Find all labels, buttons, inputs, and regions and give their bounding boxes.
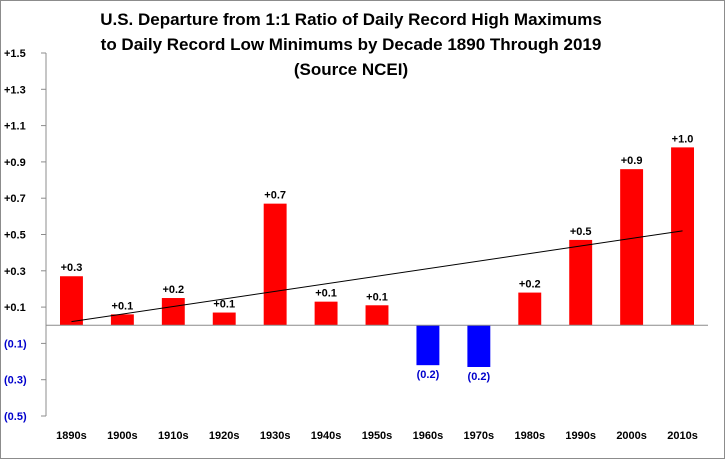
y-tick-label: (0.3)	[4, 375, 27, 387]
x-tick-label: 1990s	[565, 430, 596, 442]
bar	[60, 276, 83, 326]
bar	[620, 169, 644, 326]
x-tick-label: 1960s	[413, 430, 444, 442]
chart-title-line-1: U.S. Departure from 1:1 Ratio of Daily R…	[100, 10, 602, 29]
bar	[467, 325, 491, 367]
x-tick-label: 1890s	[56, 430, 87, 442]
data-label: (0.2)	[468, 371, 491, 383]
chart-title-line-2: to Daily Record Low Minimums by Decade 1…	[100, 35, 602, 54]
bar	[569, 239, 593, 326]
chart-title-line-3: (Source NCEI)	[293, 60, 409, 79]
y-tick-label: +0.7	[4, 193, 26, 205]
data-label: +0.1	[213, 299, 235, 311]
data-label: +0.5	[570, 226, 592, 238]
x-tick-label: 1940s	[311, 430, 342, 442]
x-tick-label: 1970s	[464, 430, 495, 442]
data-label: +0.1	[315, 288, 337, 300]
chart-title: U.S. Departure from 1:1 Ratio of Daily R…	[1, 7, 701, 82]
data-label: +0.1	[366, 291, 388, 303]
bar	[110, 314, 134, 326]
x-tick-label: 1930s	[260, 430, 291, 442]
x-tick-label: 1910s	[158, 430, 189, 442]
x-tick-label: 2010s	[667, 430, 698, 442]
bar	[314, 301, 338, 326]
x-tick-label: 1920s	[209, 430, 240, 442]
y-tick-label: +0.3	[4, 266, 26, 278]
y-tick-label: +1.5	[4, 48, 26, 60]
trend-line	[71, 230, 683, 323]
data-label: +0.3	[61, 262, 83, 274]
y-tick-label: +0.1	[4, 302, 26, 314]
y-tick-label: +1.1	[4, 121, 26, 133]
bar	[518, 292, 542, 326]
x-tick-label: 1900s	[107, 430, 138, 442]
bar	[263, 203, 287, 326]
y-tick-label: (0.1)	[4, 338, 27, 350]
y-tick-label: +0.9	[4, 157, 26, 169]
bar	[671, 147, 694, 326]
bar	[161, 298, 185, 326]
y-tick-label: (0.5)	[4, 411, 27, 423]
data-label: +0.2	[519, 279, 541, 291]
data-label: +0.7	[264, 190, 286, 202]
bar	[365, 305, 389, 326]
x-tick-label: 2000s	[616, 430, 647, 442]
data-label: +0.9	[621, 155, 643, 167]
data-label: +1.0	[672, 133, 694, 145]
data-label: +0.2	[162, 284, 184, 296]
y-tick-label: +0.5	[4, 230, 26, 242]
x-tick-label: 1980s	[514, 430, 545, 442]
bar	[212, 312, 236, 326]
bar	[416, 325, 440, 366]
x-tick-label: 1950s	[362, 430, 393, 442]
data-label: (0.2)	[417, 369, 440, 381]
y-tick-label: +1.3	[4, 84, 26, 96]
data-label: +0.1	[112, 300, 134, 312]
